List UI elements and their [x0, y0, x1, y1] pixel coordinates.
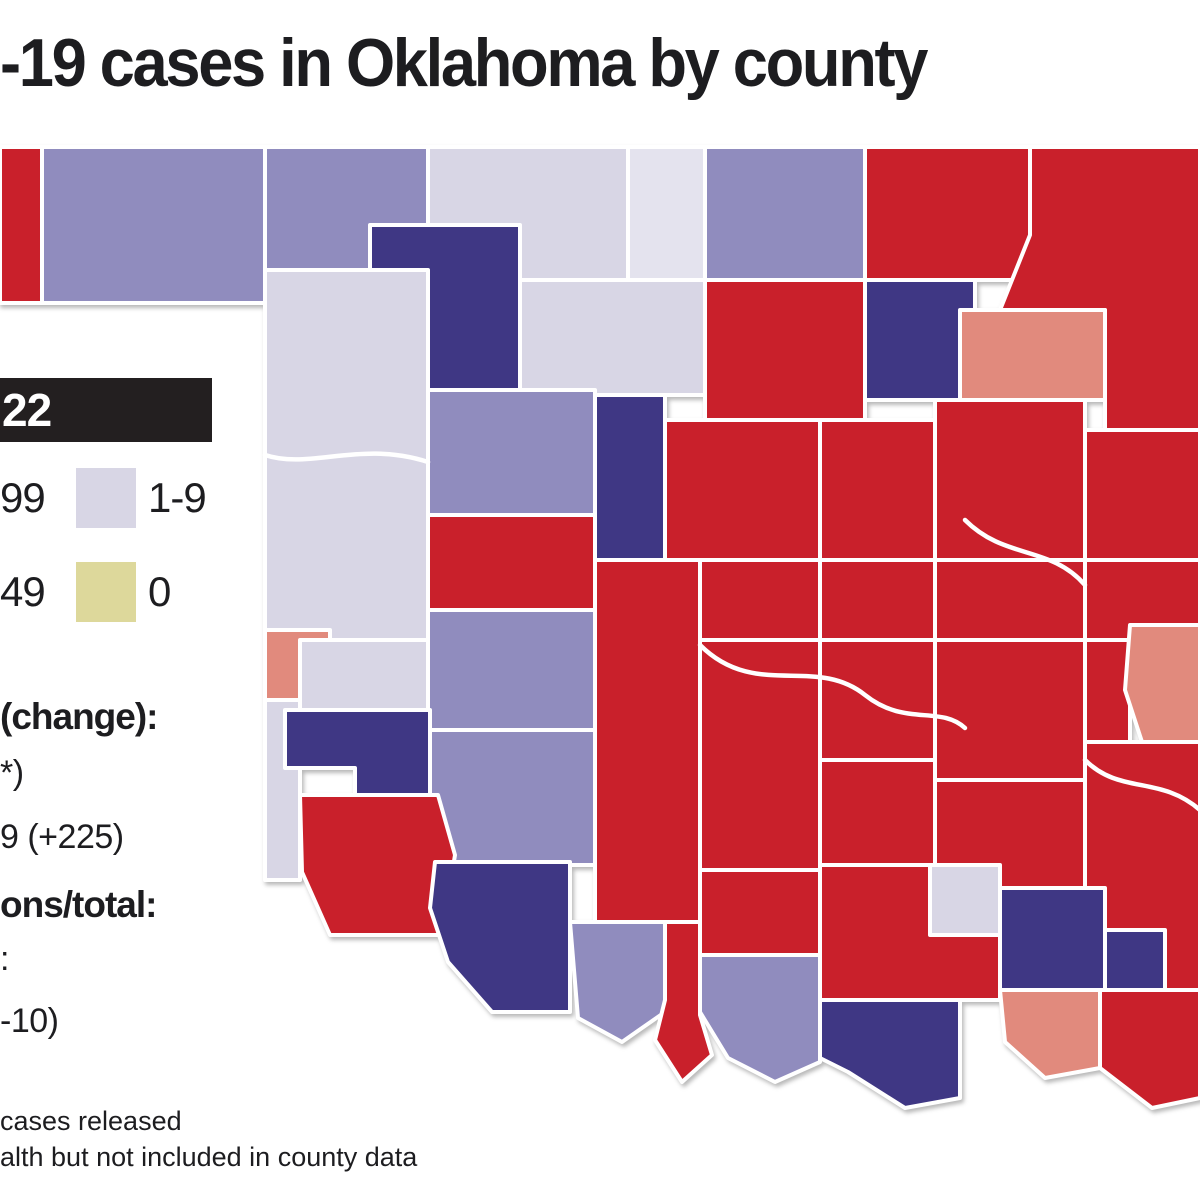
- county-layer: [0, 145, 1200, 1110]
- legend-range-left: 99: [0, 474, 46, 521]
- legend-range-label: 0: [148, 568, 171, 615]
- stat-line-change-header: (change):: [0, 696, 158, 737]
- county-jackson: [428, 860, 572, 1014]
- county-oklahoma: [818, 558, 937, 642]
- county-johnston: [998, 886, 1107, 992]
- county-beaver: [263, 145, 430, 272]
- legend-header-box: 22: [0, 378, 212, 442]
- county-pottawatomie: [933, 638, 1087, 782]
- legend-range-label: 1-9: [148, 474, 207, 521]
- river-line: [962, 517, 1088, 588]
- county-rogermills-lav: [298, 638, 430, 717]
- county-dewey: [426, 388, 597, 517]
- county-creek: [1083, 428, 1200, 562]
- county-mcclain: [818, 638, 937, 762]
- county-marshall: [998, 988, 1102, 1080]
- legend-swatch-lavender: [76, 468, 136, 528]
- county-murray: [928, 863, 1002, 937]
- river-line: [1082, 757, 1200, 813]
- county-blaine: [593, 393, 667, 562]
- county-lincoln: [933, 558, 1087, 642]
- stat-line-cases: *): [0, 754, 24, 792]
- county-garvin: [818, 758, 937, 867]
- page-title: -19 cases in Oklahoma by county: [0, 25, 928, 101]
- stat-line-change-value: -10): [0, 1002, 59, 1040]
- legend-header-text: 22: [2, 384, 52, 436]
- stat-line-hospitalizations-header: ons/total:: [0, 884, 157, 925]
- county-hughes-salmon: [1123, 623, 1200, 744]
- county-stephens: [698, 868, 822, 957]
- footnote-line: alth but not included in county data: [0, 1142, 418, 1172]
- river-line: [262, 451, 431, 465]
- county-logan: [818, 418, 937, 562]
- stat-line-cases-change: 9 (+225): [0, 818, 124, 856]
- county-garfield: [703, 278, 867, 422]
- county-jefferson: [698, 953, 822, 1084]
- county-washita: [426, 608, 597, 732]
- county-atoka-navy: [1103, 928, 1167, 992]
- county-caddo-center: [593, 558, 702, 927]
- river-line: [697, 642, 968, 731]
- county-beckham: [283, 708, 432, 802]
- county-alfalfa: [626, 145, 707, 282]
- footnote-line: cases released: [0, 1106, 182, 1136]
- county-custer: [426, 513, 597, 612]
- legend-range-left: 49: [0, 568, 46, 615]
- county-texas: [40, 145, 267, 305]
- county-panhandle-west: [0, 145, 44, 305]
- stat-line-colon: :: [0, 940, 9, 978]
- county-kay: [863, 145, 1032, 282]
- county-major: [518, 278, 707, 397]
- county-love: [818, 998, 962, 1110]
- county-payne: [933, 398, 1087, 562]
- county-noble: [863, 278, 977, 402]
- legend-swatch-yellow: [76, 562, 136, 622]
- county-kiowa: [428, 728, 597, 867]
- county-kingfisher: [663, 418, 822, 562]
- county-bryan: [1098, 988, 1200, 1110]
- county-grant: [703, 145, 867, 282]
- county-tillman: [568, 920, 667, 1044]
- county-pawnee: [958, 308, 1107, 402]
